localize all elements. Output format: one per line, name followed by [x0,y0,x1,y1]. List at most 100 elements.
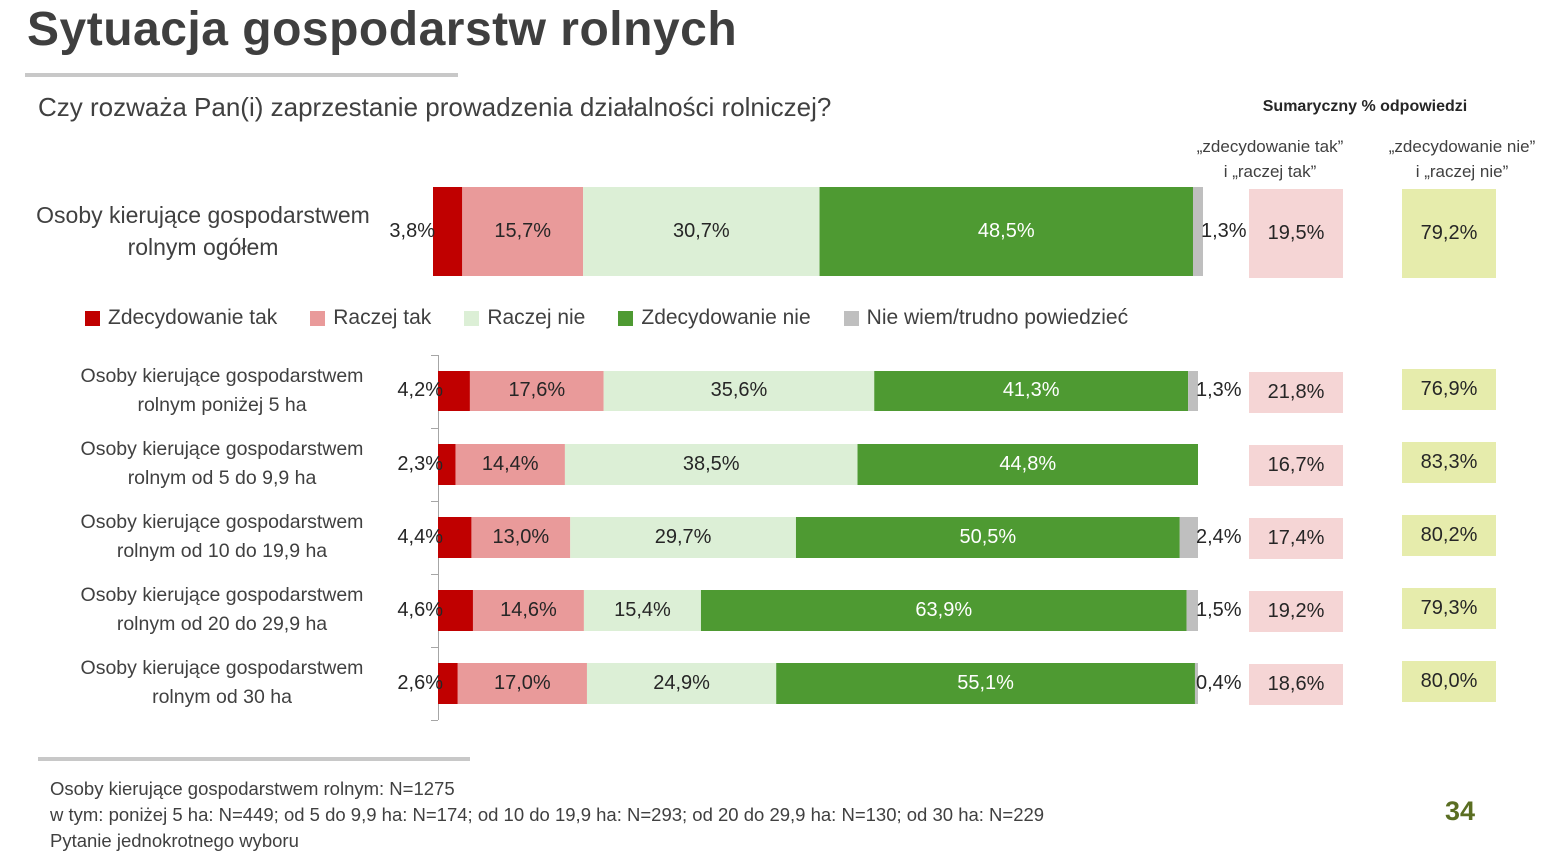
legend-item-raczej-tak: Raczej tak [310,306,431,330]
legend-label: Raczej nie [487,306,586,329]
category-label-line: Osoby kierujące gospodarstwem [80,511,364,533]
footer-divider [38,757,470,761]
bar-segment-zdecydowanie-nie [857,444,1198,485]
bar-segment-zdecydowanie-tak [438,371,470,411]
summary-no-column-header: „zdecydowanie nie” i „raczej nie” [1372,134,1552,184]
summary-yes-column-header: „zdecydowanie tak” i „raczej tak” [1190,134,1350,184]
data-label-raczej-nie: 35,6% [710,379,768,401]
data-label-raczej-tak: 14,4% [481,452,539,475]
bar-segment-zdecydowanie-tak [438,517,472,558]
data-label-zdecydowanie-nie: 44,8% [999,452,1057,475]
data-label-zdecydowanie-nie: 50,5% [959,525,1017,548]
category-label-line: rolnym poniżej 5 ha [137,394,307,416]
page-title: Sytuacja gospodarstw rolnych [27,3,738,56]
summary-yes-value: 19,5% [1249,189,1343,278]
summary-no-header-line2: i „raczej nie” [1415,162,1509,181]
data-label-nie-wiem: 1,3% [1196,379,1242,401]
data-label-nie-wiem: 1,5% [1196,598,1242,621]
summary-yes-value: 18,6% [1249,664,1343,705]
data-label-zdecydowanie-tak: 4,4% [397,525,443,548]
summary-no-value: 80,2% [1402,515,1496,556]
bar-segment-zdecydowanie-nie [776,663,1195,704]
data-label-raczej-tak: 14,6% [500,598,557,621]
data-label-raczej-nie: 29,7% [654,525,712,548]
bar-segment-zdecydowanie-tak [438,444,456,485]
legend-item-raczej-nie: Raczej nie [464,306,585,330]
bar-segment-nie-wiem [1194,663,1198,704]
footnote-line: w tym: poniżej 5 ha: N=449; od 5 do 9,9 … [50,804,1045,825]
bar-segment-zdecydowanie-nie [874,371,1189,411]
bar-segment-raczej-nie [603,371,875,411]
data-label-raczej-nie: 30,7% [672,219,730,242]
bar-segment-raczej-tak [471,517,571,558]
category-label-line: rolnym od 5 do 9,9 ha [127,467,317,489]
bar-segment-nie-wiem [1186,590,1198,631]
legend-label: Zdecydowanie nie [641,306,811,329]
data-label-nie-wiem: 0,4% [1196,671,1242,694]
bar-segment-raczej-nie [583,590,701,631]
bar-segment-zdecydowanie-tak [438,663,458,704]
category-label-line: rolnym od 20 do 29,9 ha [116,613,328,635]
category-label: Osoby kierujące gospodarstwem rolnym od 3… [22,654,422,712]
page-number: 34 [1445,796,1476,826]
bar-segment-raczej-nie [570,517,796,558]
legend-label: Nie wiem/trudno powiedzieć [866,306,1129,329]
data-label-raczej-tak: 17,0% [494,671,551,694]
summary-yes-header-line1: „zdecydowanie tak” [1196,137,1344,156]
category-label-line: Osoby kierujące gospodarstwem [80,365,364,387]
bar-segment-zdecydowanie-nie [795,517,1180,558]
bar-segment-raczej-nie [583,187,820,276]
data-label-zdecydowanie-tak: 2,6% [397,671,443,694]
footnote-line: Osoby kierujące gospodarstwem rolnym: N=… [50,778,455,799]
bar-segment-raczej-nie [586,663,777,704]
title-divider [25,73,458,77]
data-label-zdecydowanie-tak: 2,3% [397,452,443,475]
legend-swatch [618,310,634,326]
data-label-raczej-tak: 13,0% [492,525,550,548]
bar-segment-zdecydowanie-nie [819,187,1193,276]
footnote-line: Pytanie jednokrotnego wyboru [50,830,299,851]
summary-no-value: 76,9% [1402,369,1496,410]
footnotes: Osoby kierujące gospodarstwem rolnym: N=… [50,776,1044,854]
data-label-raczej-tak: 17,6% [508,379,566,401]
bar-segment-raczej-tak [457,663,587,704]
summary-no-value: 80,0% [1402,661,1496,702]
bar-segment-nie-wiem [1192,187,1203,276]
summary-no-value: 79,2% [1402,189,1496,278]
category-label-line: rolnym od 10 do 19,9 ha [116,540,328,562]
legend-item-zdecydowanie-nie: Zdecydowanie nie [618,306,811,330]
summary-yes-header-line2: i „raczej tak” [1223,162,1317,181]
data-label-zdecydowanie-tak: 3,8% [389,219,435,242]
data-label-zdecydowanie-nie: 41,3% [1002,379,1060,401]
category-label: Osoby kierujące gospodarstwem rolnym ogół… [3,199,403,263]
summary-yes-value: 21,8% [1249,372,1343,413]
data-label-raczej-nie: 15,4% [614,598,671,621]
bar-segment-raczej-tak [469,371,604,411]
legend-swatch [843,310,859,326]
category-label: Osoby kierujące gospodarstwem rolnym od 5… [22,435,422,493]
data-label-zdecydowanie-tak: 4,2% [397,379,443,401]
summary-no-value: 79,3% [1402,588,1496,629]
chart-legend: Zdecydowanie tak Raczej tak Raczej nie Zdec… [85,306,1161,330]
legend-swatch [464,310,480,326]
question-text: Czy rozważa Pan(i) zaprzestanie prowadze… [38,92,832,122]
bar-segment-nie-wiem [1188,371,1198,411]
bar-segment-raczej-tak [455,444,565,485]
bar-segment-raczej-tak [462,187,584,276]
legend-label: Raczej tak [333,306,432,329]
summary-yes-value: 17,4% [1249,518,1343,559]
bar-segment-zdecydowanie-nie [700,590,1187,631]
bar-segment-zdecydowanie-tak [433,187,463,276]
category-label-line: Osoby kierujące gospodarstwem [80,584,364,606]
legend-item-zdecydowanie-tak: Zdecydowanie tak [85,306,277,330]
legend-swatch [310,310,326,326]
legend-item-nie-wiem: Nie wiem/trudno powiedzieć [843,306,1129,330]
data-label-raczej-tak: 15,7% [494,219,552,242]
category-label-line: rolnym od 30 ha [152,686,292,708]
bar-segment-raczej-tak [472,590,584,631]
category-label: Osoby kierujące gospodarstwem rolnym od 1… [22,508,422,566]
data-label-zdecydowanie-nie: 48,5% [977,219,1035,242]
bar-segment-zdecydowanie-tak [438,590,473,631]
category-label: Osoby kierujące gospodarstwem rolnym poni… [22,362,422,420]
